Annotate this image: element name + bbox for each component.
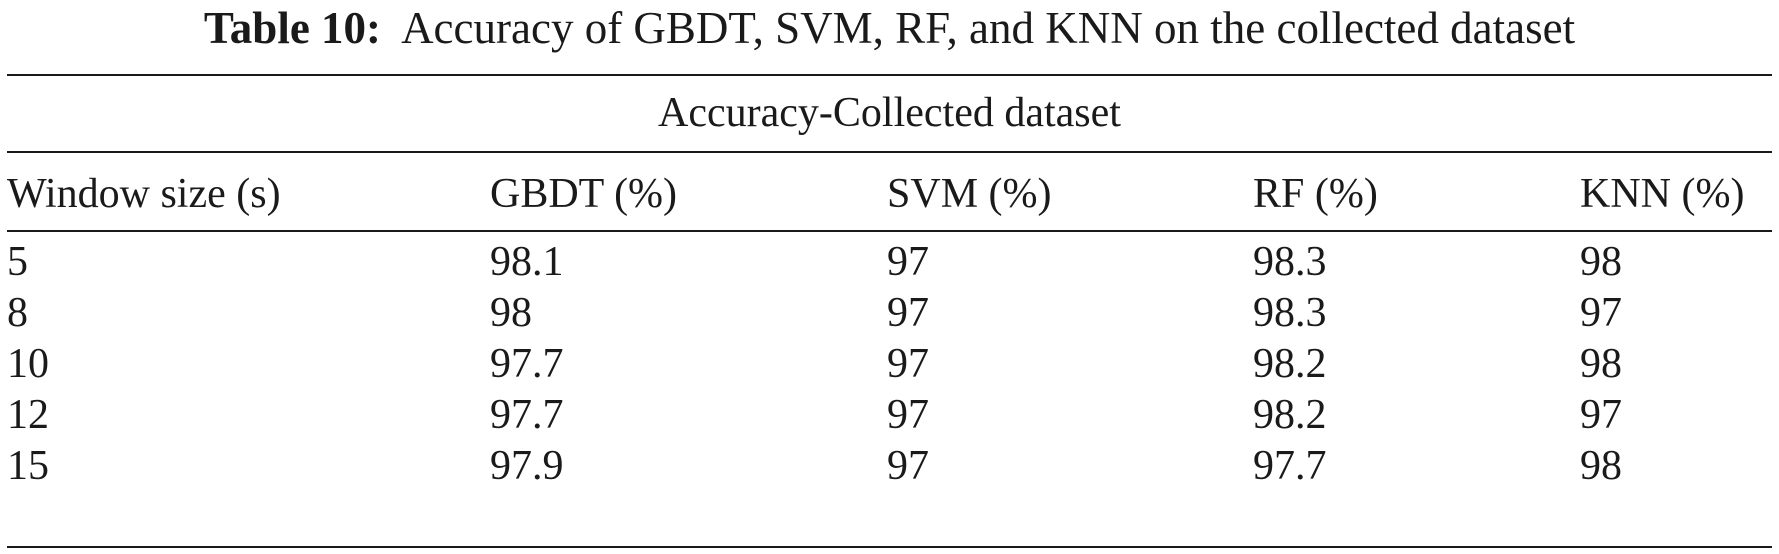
table-header-rule	[7, 230, 1772, 232]
table-cell-svm: 97	[887, 239, 929, 285]
table-cell-gbdt: 97.9	[490, 443, 564, 489]
table-row: 12 97.7 97 98.2 97	[0, 387, 1779, 443]
table-header-row: Window size (s) GBDT (%) SVM (%) RF (%) …	[0, 166, 1779, 222]
table-bottom-rule	[7, 546, 1772, 548]
table-top-rule	[7, 74, 1772, 76]
table-cell-knn: 98	[1580, 239, 1622, 285]
table-cell-svm: 97	[887, 443, 929, 489]
table-cell-gbdt: 97.7	[490, 341, 564, 387]
table-row: 5 98.1 97 98.3 98	[0, 234, 1779, 290]
table-row: 15 97.9 97 97.7 98	[0, 438, 1779, 494]
table-cell-knn: 97	[1580, 392, 1622, 438]
table-cell-rf: 98.2	[1253, 341, 1327, 387]
table-group-rule	[7, 151, 1772, 153]
table-caption-text: Accuracy of GBDT, SVM, RF, and KNN on th…	[401, 3, 1576, 53]
table-row: 8 98 97 98.3 97	[0, 285, 1779, 341]
table-cell-gbdt: 98	[490, 290, 532, 336]
table-row: 10 97.7 97 98.2 98	[0, 336, 1779, 392]
column-header-window-size: Window size (s)	[7, 171, 281, 217]
table-cell-svm: 97	[887, 392, 929, 438]
table-cell-window-size: 10	[7, 341, 49, 387]
table-cell-rf: 98.3	[1253, 290, 1327, 336]
table-cell-knn: 98	[1580, 341, 1622, 387]
table-cell-knn: 98	[1580, 443, 1622, 489]
table-cell-svm: 97	[887, 290, 929, 336]
table-cell-window-size: 12	[7, 392, 49, 438]
table-cell-knn: 97	[1580, 290, 1622, 336]
table-group-header: Accuracy-Collected dataset	[658, 90, 1121, 136]
table-cell-window-size: 8	[7, 290, 28, 336]
column-header-gbdt: GBDT (%)	[490, 171, 678, 217]
table-cell-gbdt: 98.1	[490, 239, 564, 285]
table-cell-window-size: 5	[7, 239, 28, 285]
table-cell-svm: 97	[887, 341, 929, 387]
table-cell-gbdt: 97.7	[490, 392, 564, 438]
column-header-rf: RF (%)	[1253, 171, 1378, 217]
column-header-svm: SVM (%)	[887, 171, 1052, 217]
column-header-knn: KNN (%)	[1580, 171, 1745, 217]
table-caption-label: Table 10:	[203, 3, 382, 53]
table-cell-rf: 98.3	[1253, 239, 1327, 285]
table-cell-rf: 97.7	[1253, 443, 1327, 489]
table-cell-window-size: 15	[7, 443, 49, 489]
table-cell-rf: 98.2	[1253, 392, 1327, 438]
table-caption: Table 10: Accuracy of GBDT, SVM, RF, and…	[0, 2, 1779, 54]
